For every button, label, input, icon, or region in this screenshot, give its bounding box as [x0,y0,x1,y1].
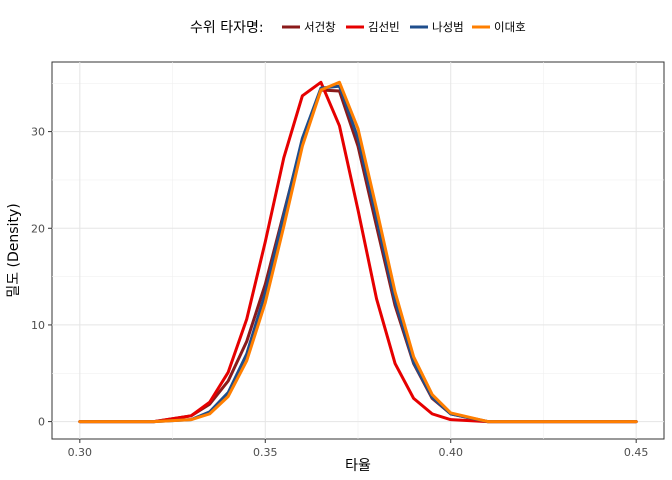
x-tick-label: 0.35 [253,446,278,459]
legend-title: 수위 타자명: [190,20,264,36]
grid [52,62,664,439]
y-tick-label: 30 [31,126,45,139]
legend-label: 이대호 [494,20,526,34]
y-tick-label: 20 [31,222,45,235]
y-tick-label: 0 [38,416,45,429]
series-line [78,80,638,424]
x-axis-title: 타율 [345,458,371,474]
legend-label: 나성범 [432,20,464,34]
legend: 수위 타자명: 서건창 김선빈 나성범 이대호 [190,20,526,36]
x-tick-label: 0.30 [68,446,93,459]
series-lines [78,80,638,424]
y-tick-label: 10 [31,319,45,332]
x-tick-label: 0.45 [624,446,649,459]
axis-ticks: 0.30 0.35 0.40 0.45 0 10 20 30 [31,126,648,459]
y-axis-title: 밀도 (Density) [6,203,22,297]
legend-label: 김선빈 [368,20,400,34]
legend-label: 서건창 [304,20,336,34]
series-line [78,80,638,424]
x-tick-label: 0.40 [438,446,463,459]
